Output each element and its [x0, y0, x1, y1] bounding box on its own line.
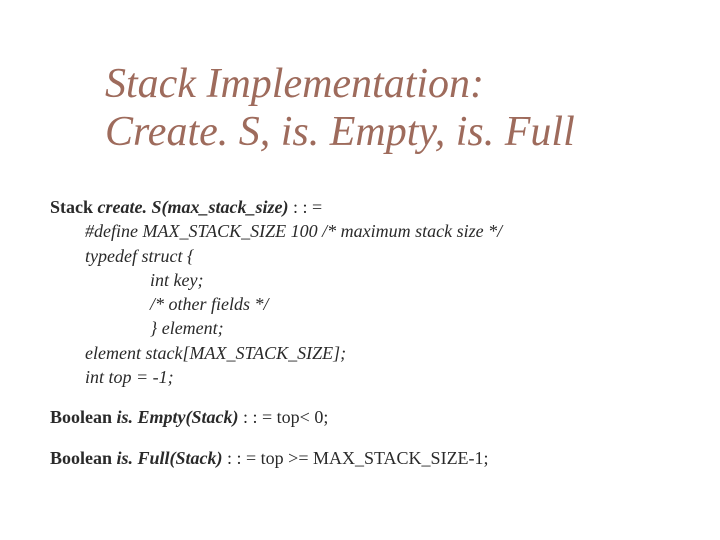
title-line-2: Create. S, is. Empty, is. Full [105, 108, 575, 156]
is-full-fn: is. Full(Stack) [117, 448, 223, 468]
create-s-op: : : = [288, 197, 322, 217]
create-s-line-6: element stack[MAX_STACK_SIZE]; [50, 341, 502, 365]
is-full-rest: : : = top >= MAX_STACK_SIZE-1; [223, 448, 489, 468]
slide: Stack Implementation: Create. S, is. Emp… [0, 0, 720, 540]
is-full-line: Boolean is. Full(Stack) : : = top >= MAX… [50, 446, 502, 470]
create-s-line-5: } element; [50, 316, 502, 340]
slide-title: Stack Implementation: Create. S, is. Emp… [105, 60, 575, 157]
slide-body: Stack create. S(max_stack_size) : : = #d… [50, 195, 502, 470]
create-s-line-1: #define MAX_STACK_SIZE 100 /* maximum st… [50, 219, 502, 243]
is-empty-fn: is. Empty(Stack) [117, 407, 239, 427]
create-s-line-2: typedef struct { [50, 244, 502, 268]
is-empty-rest: : : = top< 0; [239, 407, 329, 427]
is-empty-line: Boolean is. Empty(Stack) : : = top< 0; [50, 405, 502, 429]
create-s-signature: Stack create. S(max_stack_size) : : = [50, 195, 502, 219]
create-s-line-4: /* other fields */ [50, 292, 502, 316]
title-line-1: Stack Implementation: [105, 60, 575, 108]
is-full-keyword: Boolean [50, 448, 112, 468]
create-s-fn: create. S(max_stack_size) [98, 197, 289, 217]
create-s-line-3: int key; [50, 268, 502, 292]
is-empty-keyword: Boolean [50, 407, 112, 427]
create-s-line-7: int top = -1; [50, 365, 502, 389]
create-s-keyword: Stack [50, 197, 93, 217]
